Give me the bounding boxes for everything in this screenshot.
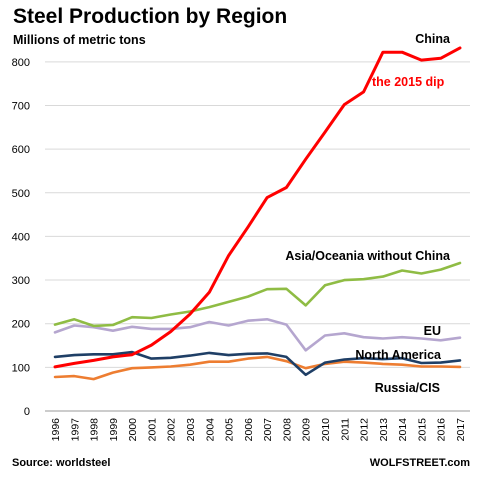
x-tick-label: 2001 xyxy=(146,418,158,442)
y-axis-label: Millions of metric tons xyxy=(13,33,146,47)
x-tick-label: 2000 xyxy=(127,418,139,442)
y-tick-label: 0 xyxy=(24,406,30,418)
x-tick-label: 2017 xyxy=(455,418,467,442)
series-line-asia-oceania-without-china xyxy=(53,261,462,328)
series-lines xyxy=(53,46,462,381)
x-tick-label: 2011 xyxy=(339,418,351,441)
x-tick-label: 2007 xyxy=(262,418,274,442)
series-label-eu: EU xyxy=(424,324,441,338)
series-labels: China Asia/Oceania without China EU North A… xyxy=(285,32,451,395)
x-tick-label: 2004 xyxy=(204,418,216,442)
y-tick-label: 200 xyxy=(12,319,30,331)
x-tick-label: 2010 xyxy=(320,418,332,442)
x-axis-ticks: 1996 1997 1998 1999 2000 2001 2002 2003 2004 2005… xyxy=(50,418,467,442)
y-tick-label: 800 xyxy=(12,57,30,69)
y-tick-label: 400 xyxy=(12,231,30,243)
series-line-north-america xyxy=(53,350,462,377)
series-line-china xyxy=(53,46,462,369)
x-tick-label: 1996 xyxy=(50,418,62,442)
source-note: Source: worldsteel xyxy=(12,457,110,469)
x-tick-label: 1997 xyxy=(69,418,81,442)
x-tick-label: 2002 xyxy=(166,418,178,442)
x-tick-label: 2016 xyxy=(436,418,448,442)
chart-title: Steel Production by Region xyxy=(13,5,287,28)
x-tick-label: 2006 xyxy=(243,418,255,442)
brand-label: WOLFSTREET.com xyxy=(370,457,470,469)
series-label-russia-cis: Russia/CIS xyxy=(375,381,440,395)
x-tick-label: 1998 xyxy=(89,418,101,442)
x-tick-label: 2009 xyxy=(301,418,313,442)
x-tick-label: 2003 xyxy=(185,418,197,442)
y-tick-label: 500 xyxy=(12,188,30,200)
series-line-russia-cis xyxy=(53,355,462,381)
annotation-2015-dip: the 2015 dip xyxy=(372,75,445,89)
series-line-eu xyxy=(53,317,462,352)
x-tick-label: 1999 xyxy=(108,418,120,442)
x-tick-label: 2013 xyxy=(378,418,390,442)
series-label-china: China xyxy=(415,32,451,46)
x-tick-label: 2014 xyxy=(397,418,409,442)
y-tick-label: 300 xyxy=(12,275,30,287)
series-label-asia-oceania-without-china: Asia/Oceania without China xyxy=(285,249,451,263)
y-tick-label: 100 xyxy=(12,362,30,374)
x-tick-label: 2005 xyxy=(224,418,236,442)
x-tick-label: 2008 xyxy=(281,418,293,442)
x-tick-label: 2012 xyxy=(359,418,371,442)
x-tick-label: 2015 xyxy=(416,418,428,442)
y-tick-label: 700 xyxy=(12,100,30,112)
y-axis-ticks: 0 100 200 300 400 500 600 700 800 xyxy=(12,57,30,418)
y-tick-label: 600 xyxy=(12,144,30,156)
series-label-north-america: North America xyxy=(355,348,442,362)
